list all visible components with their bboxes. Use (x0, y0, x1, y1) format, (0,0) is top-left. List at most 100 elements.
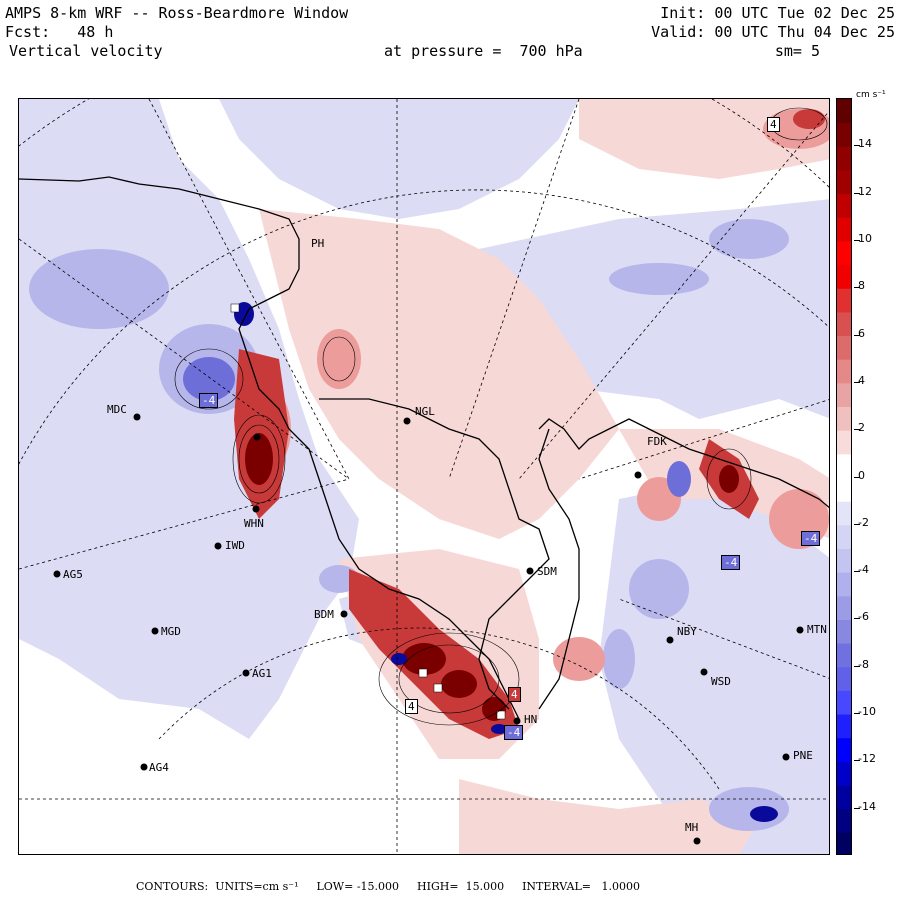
colorbar-tick (854, 571, 860, 573)
colorbar-tick (854, 429, 860, 431)
colorbar-bin (837, 122, 851, 147)
station-label-sdm: SDM (537, 565, 557, 578)
colorbar-tick-label: 4 (858, 373, 865, 387)
station-label-nby: NBY (677, 625, 697, 638)
colorbar-bin (837, 430, 851, 455)
station-label-wsd: WSD (711, 675, 731, 688)
station-nby-dot (666, 636, 674, 644)
colorbar-bin (837, 524, 851, 549)
colorbar-bin (837, 217, 851, 242)
colorbar-bin (837, 264, 851, 289)
colorbar-tick (854, 476, 860, 478)
colorbar-tick (854, 760, 860, 762)
colorbar-tick-label: -4 (858, 563, 869, 577)
colorbar-tick (854, 145, 860, 147)
colorbar-bin (837, 595, 851, 620)
station-mh-dot (693, 837, 701, 845)
contour-interval: INTERVAL= 1.0000 (522, 880, 640, 893)
colorbar-tick-label: 0 (858, 468, 865, 482)
station-wsd-dot (700, 668, 708, 676)
pressure-level: at pressure = 700 hPa (384, 42, 583, 60)
valid-time: Valid: 00 UTC Thu 04 Dec 25 (651, 23, 895, 41)
vertical-velocity-map: NGL MDC IWD AG5 MGD AG1 AG4 BDM SDM NBY … (18, 98, 830, 855)
colorbar-bin (837, 359, 851, 384)
colorbar-bin (837, 572, 851, 597)
colorbar-bin (837, 643, 851, 668)
extremum-label: -4 (504, 725, 524, 740)
extremum-label: 4 (405, 699, 418, 714)
colorbar-bin (837, 146, 851, 171)
colorbar-bin (837, 761, 851, 786)
colorbar-svg (837, 99, 851, 854)
station-iwd-dot (214, 542, 222, 550)
terrain-mask-cells (230, 303, 506, 720)
contour-high: HIGH= 15.000 (417, 880, 505, 893)
positive-dark-areas (245, 433, 739, 721)
station-bdm-dot (340, 610, 348, 618)
colorbar-tick-label: -8 (858, 657, 869, 671)
station-label-ag4: AG4 (149, 761, 169, 774)
station-ag1-dot (242, 669, 250, 677)
colorbar-bin (837, 619, 851, 644)
extremum-label: 4 (508, 687, 521, 702)
station-label-ag5: AG5 (63, 568, 83, 581)
negative-strong-areas (183, 302, 778, 822)
map-field-svg (19, 99, 829, 854)
station-ngl-dot (403, 417, 411, 425)
colorbar-tick (854, 807, 860, 809)
contour-info: CONTOURS: UNITS=cm s⁻¹ LOW= -15.000 HIGH= … (136, 880, 658, 893)
colorbar-tick-label: -10 (858, 705, 876, 719)
station-label-ag1: AG1 (252, 667, 272, 680)
station-label-mh: MH (685, 821, 699, 834)
colorbar (836, 98, 852, 855)
colorbar-tick-label: 8 (858, 279, 865, 293)
colorbar-tick-label: 10 (858, 231, 872, 245)
colorbar-bin (837, 501, 851, 526)
colorbar-bin (837, 690, 851, 715)
colorbar-bin (837, 785, 851, 810)
colorbar-bin (837, 406, 851, 431)
colorbar-tick (854, 618, 860, 620)
graticule (19, 99, 829, 854)
colorbar-bin (837, 548, 851, 573)
station-label-whn: WHN (244, 517, 264, 530)
station-label-mtn: MTN (807, 623, 827, 636)
colorbar-bin (837, 714, 851, 739)
station-label-bdm: BDM (314, 608, 334, 621)
colorbar-tick (854, 287, 860, 289)
colorbar-tick (854, 713, 860, 715)
station-hn-dot (513, 717, 521, 725)
colorbar-bin (837, 311, 851, 337)
contour-units: CONTOURS: UNITS=cm s⁻¹ (136, 880, 299, 893)
colorbar-bin (837, 737, 851, 762)
station-mtn-dot (796, 626, 804, 634)
station-label-ph: PH (311, 237, 325, 250)
contour-lines (174, 107, 828, 726)
colorbar-tick-label: -14 (858, 799, 876, 813)
colorbar-tick-label: -12 (858, 752, 876, 766)
station-mdc-dot (133, 413, 141, 421)
colorbar-tick-label: -2 (858, 515, 869, 529)
colorbar-tick-label: -6 (858, 610, 869, 624)
colorbar-tick (854, 665, 860, 667)
station-mdc2-dot (253, 433, 261, 441)
colorbar-bin (837, 288, 851, 313)
colorbar-bin (837, 382, 851, 408)
station-whn-dot (252, 505, 260, 513)
colorbar-tick (854, 192, 860, 194)
colorbar-tick (854, 334, 860, 336)
station-sdm-dot (526, 567, 534, 575)
station-label-pne: PNE (793, 749, 813, 762)
colorbar-tick (854, 381, 860, 383)
colorbar-bin (837, 169, 851, 195)
colorbar-bin (837, 477, 851, 502)
colorbar-bin (837, 335, 851, 360)
colorbar-bin (837, 453, 851, 478)
station-label-hn: HN (524, 713, 538, 726)
smoothing-label: sm= 5 (774, 42, 820, 60)
init-time: Init: 00 UTC Tue 02 Dec 25 (660, 4, 895, 22)
map-title: AMPS 8-km WRF -- Ross-Beardmore Window (5, 4, 349, 22)
colorbar-tick (854, 523, 860, 525)
extremum-label: 4 (767, 117, 780, 132)
station-label-mgd: MGD (161, 625, 181, 638)
